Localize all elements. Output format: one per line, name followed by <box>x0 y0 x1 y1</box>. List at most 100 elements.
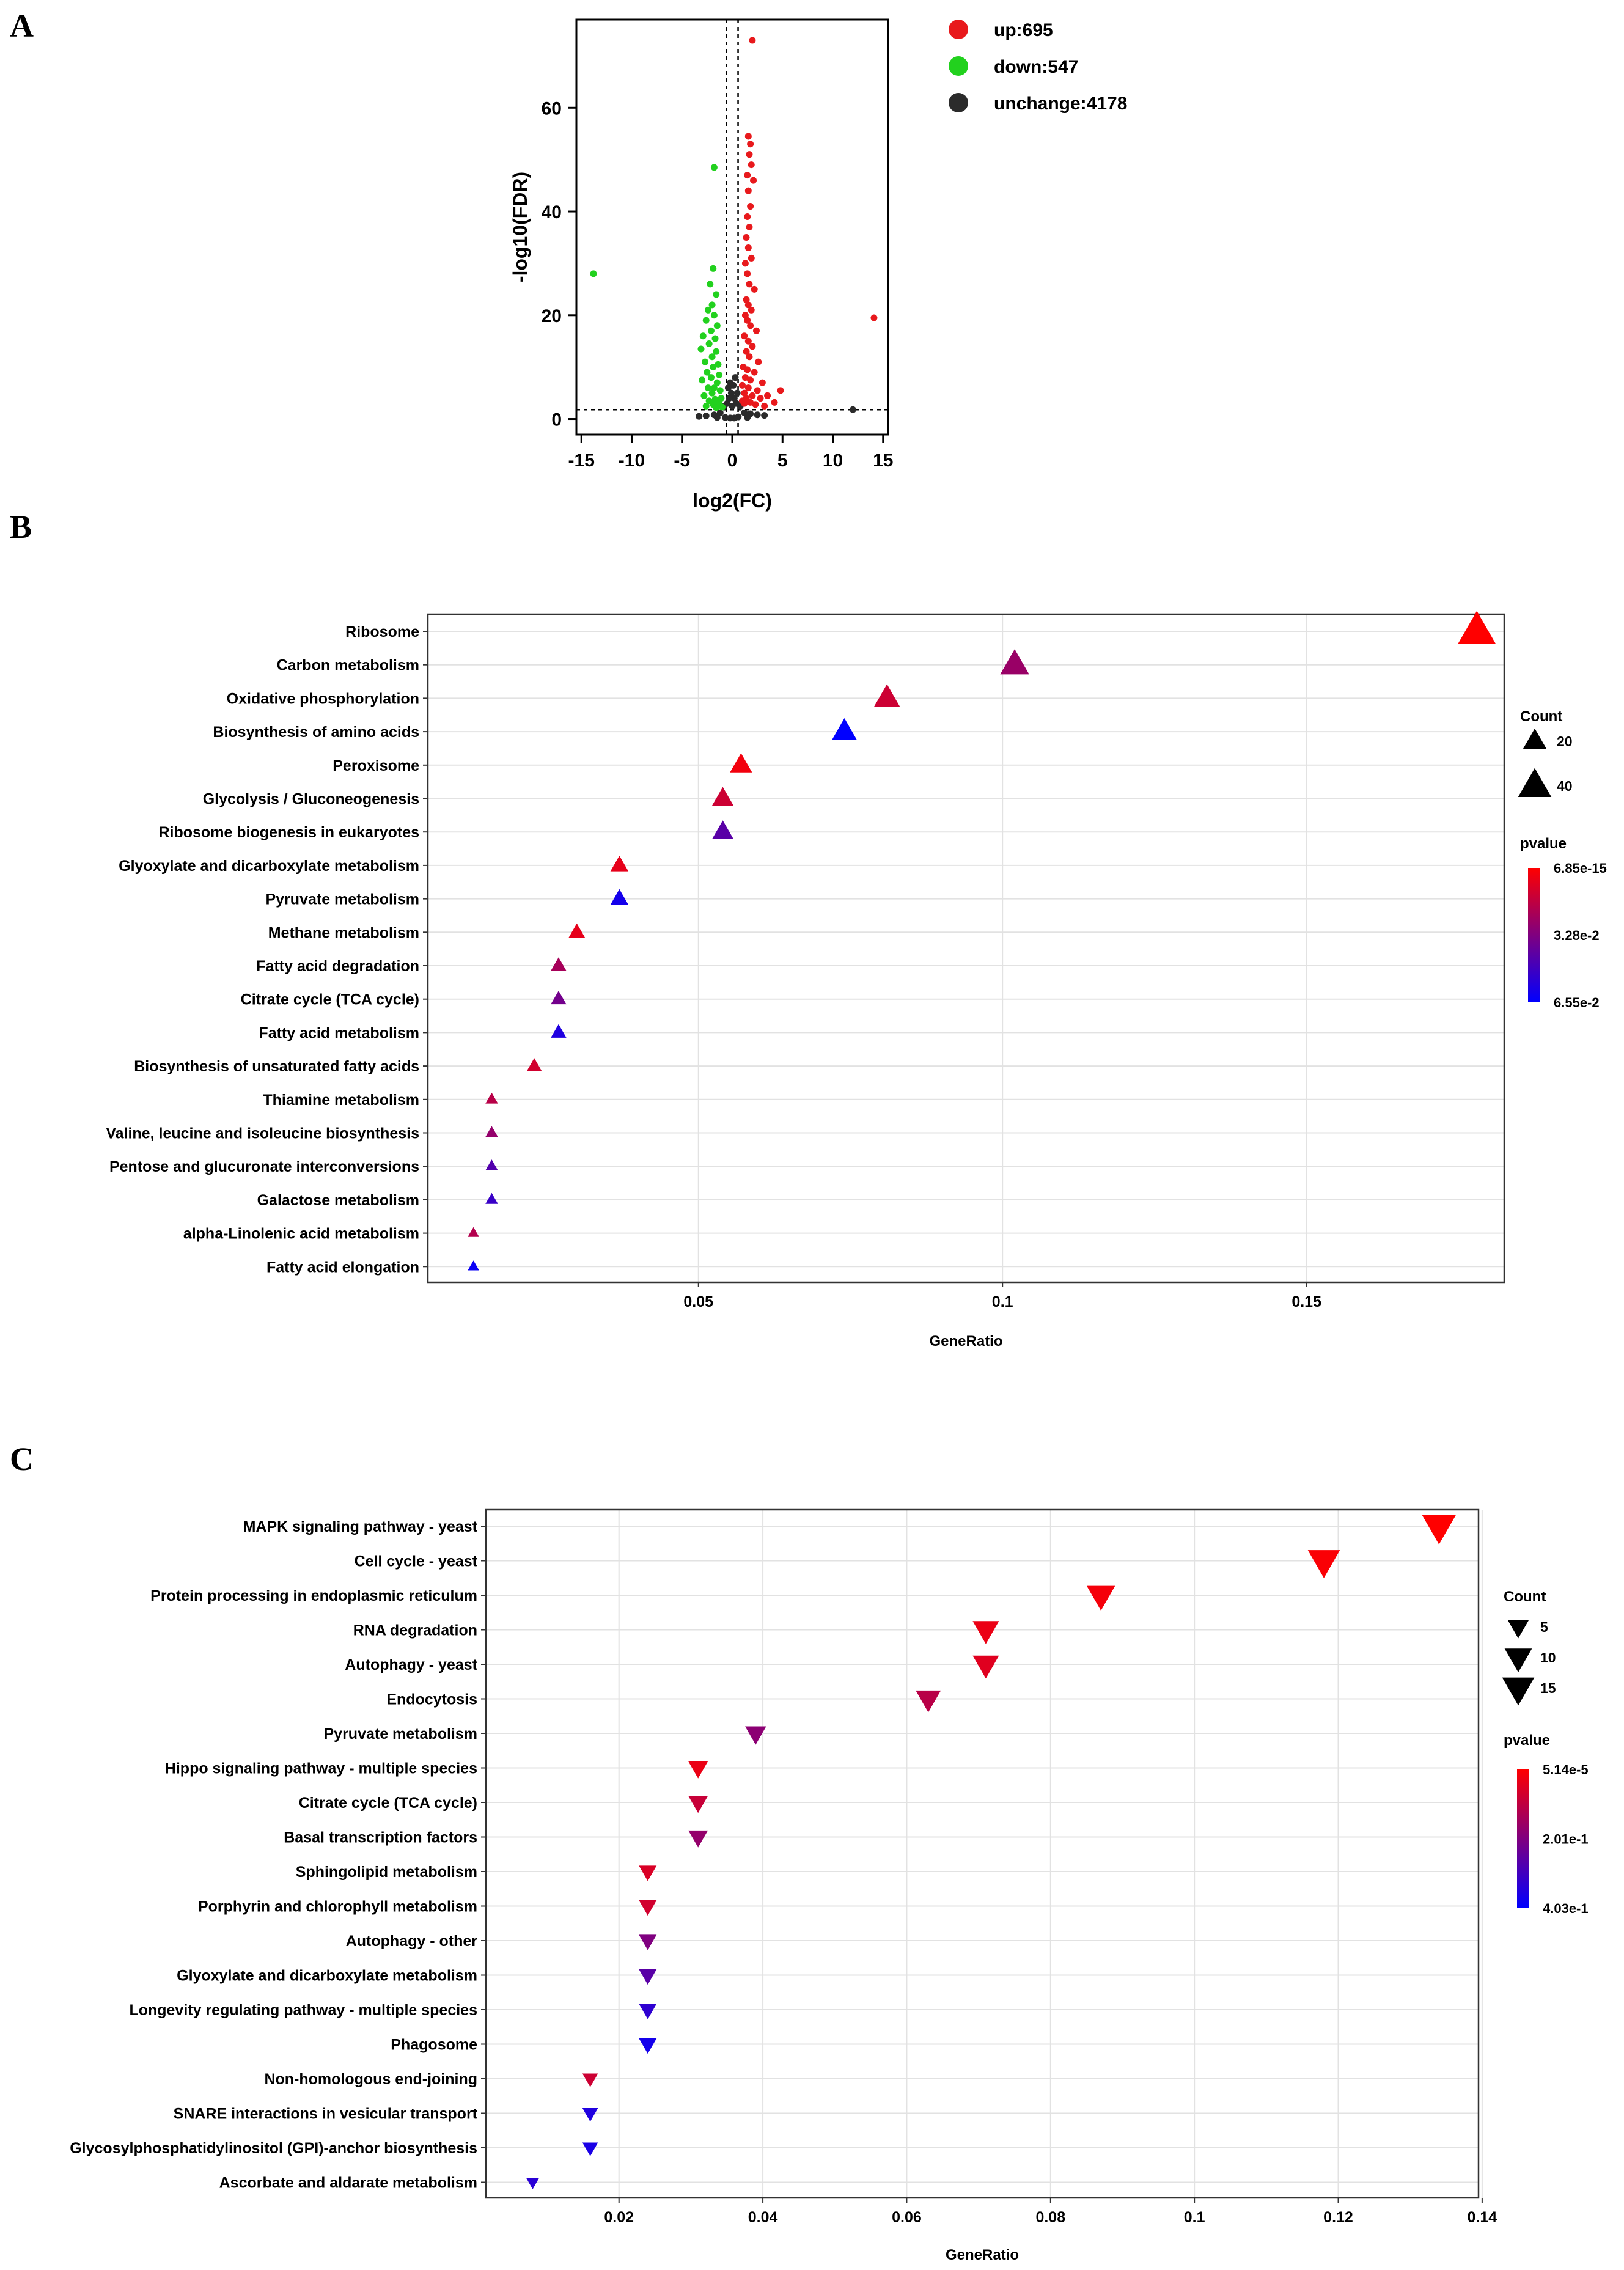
point-up <box>749 343 756 350</box>
plot-frame <box>575 18 889 436</box>
pathway-label: Basal transcription factors <box>284 1829 477 1846</box>
panel-label-b: B <box>10 509 32 545</box>
enrichment-marker <box>610 889 629 905</box>
x-tick-label: 0.15 <box>1291 1293 1321 1310</box>
enrichment-marker <box>639 1900 657 1916</box>
pathway-label: Autophagy - yeast <box>345 1656 477 1673</box>
point-down <box>710 265 717 272</box>
color-legend-label: 2.01e-1 <box>1543 1832 1589 1847</box>
volcano-plot: -15 -10 -5 0 5 10 15 0 20 40 60 log2(FC) -log10(FDR)… <box>509 18 1127 512</box>
enrichment-marker <box>711 787 734 806</box>
enrichment-marker <box>639 1969 657 1985</box>
enrichment-marker <box>688 1796 708 1813</box>
color-legend-label: 6.85e-15 <box>1554 861 1607 876</box>
point-up <box>741 332 748 340</box>
point-down <box>702 402 710 410</box>
point-up <box>744 337 752 345</box>
legend-label-down: down:547 <box>994 57 1078 77</box>
pathway-label: Porphyrin and chlorophyll metabolism <box>198 1898 477 1916</box>
pathway-label: MAPK signaling pathway - yeast <box>243 1518 478 1535</box>
point-up <box>752 327 760 334</box>
enrichment-marker <box>916 1690 941 1713</box>
pathway-label: Phagosome <box>391 2037 477 2054</box>
point-down <box>702 317 710 324</box>
point-up <box>743 233 750 241</box>
enrichment-marker <box>730 753 752 773</box>
point-unchange <box>721 414 729 421</box>
point-down <box>710 312 718 319</box>
point-down <box>710 364 717 371</box>
size-legend-title: Count <box>1520 708 1562 725</box>
pathway-label: Carbon metabolism <box>277 657 419 674</box>
point-up <box>754 387 761 394</box>
enrichment-marker <box>1086 1585 1115 1611</box>
pathway-label: SNARE interactions in vesicular transpor… <box>174 2106 478 2123</box>
enrichment-marker <box>688 1830 708 1848</box>
size-legend-marker <box>1523 728 1547 749</box>
point-up <box>748 254 755 262</box>
point-up <box>747 141 754 148</box>
legend-label-up: up:695 <box>994 20 1053 40</box>
color-legend-label: 3.28e-2 <box>1554 928 1600 943</box>
size-legend-label: 5 <box>1540 1619 1548 1635</box>
legend-dot-up <box>949 20 968 39</box>
pathway-label: Longevity regulating pathway - multiple … <box>129 2002 477 2019</box>
point-up <box>746 224 753 230</box>
size-legend-title: Count <box>1504 1589 1546 1605</box>
enrichment-marker <box>1422 1515 1456 1545</box>
point-unchange <box>732 374 739 381</box>
point-down <box>697 345 705 353</box>
point-up <box>747 203 754 210</box>
x-tick-label: 5 <box>777 450 788 471</box>
plot-frame <box>427 613 1505 1284</box>
point-up <box>741 260 749 267</box>
point-unchange <box>726 395 733 402</box>
enrichment-marker <box>568 923 586 938</box>
enrichment-marker <box>582 2073 598 2087</box>
pathway-label: Ribosome biogenesis in eukaryotes <box>158 824 419 841</box>
enrichment-marker <box>551 1024 567 1038</box>
enrichment-marker <box>468 1227 479 1237</box>
point-down <box>707 281 714 288</box>
x-axis-title: GeneRatio <box>946 2247 1019 2263</box>
point-up <box>750 177 757 184</box>
point-up <box>741 374 749 381</box>
point-unchange <box>702 412 710 419</box>
y-tick-label: 60 <box>542 98 562 119</box>
size-legend-label: 10 <box>1540 1650 1556 1666</box>
pathway-label: Autophagy - other <box>346 1933 478 1950</box>
enrichment-marker <box>711 820 734 839</box>
enrichment-marker <box>582 2108 598 2122</box>
point-unchange <box>727 389 735 397</box>
pathway-label: Fatty acid elongation <box>266 1258 419 1276</box>
kegg-enrichment-down-plot: MAPK signaling pathway - yeast Cell cycle… <box>70 1508 1589 2263</box>
legend-dot-down <box>949 56 968 76</box>
pathway-label: Glyoxylate and dicarboxylate metabolism <box>119 858 419 875</box>
pathway-label: Cell cycle - yeast <box>354 1553 477 1570</box>
x-tick-label: 0.04 <box>748 2209 778 2226</box>
point-up <box>746 151 753 158</box>
pathway-label: Pyruvate metabolism <box>324 1725 478 1743</box>
color-bar <box>1517 1769 1529 1908</box>
point-unchange <box>730 395 738 402</box>
pathway-label: Ribosome <box>345 623 419 641</box>
point-down <box>710 164 718 171</box>
point-up <box>748 306 755 314</box>
point-down <box>716 371 723 378</box>
x-tick-label: 0.14 <box>1468 2209 1497 2226</box>
point-down <box>700 392 708 399</box>
point-up <box>749 392 756 399</box>
point-up <box>744 384 752 392</box>
point-up <box>741 400 748 407</box>
point-up <box>747 399 754 406</box>
point-up <box>870 314 878 321</box>
enrichment-marker <box>972 1621 999 1644</box>
point-down <box>715 361 722 368</box>
x-tick-label: 0.08 <box>1035 2209 1065 2226</box>
pathway-label: Fatty acid metabolism <box>259 1024 419 1041</box>
point-down <box>718 395 725 402</box>
pathway-label: Hippo signaling pathway - multiple speci… <box>165 1760 477 1777</box>
x-tick-label: -15 <box>568 450 595 471</box>
point-unchange <box>761 412 768 419</box>
x-tick-label: 0.1 <box>992 1293 1013 1310</box>
